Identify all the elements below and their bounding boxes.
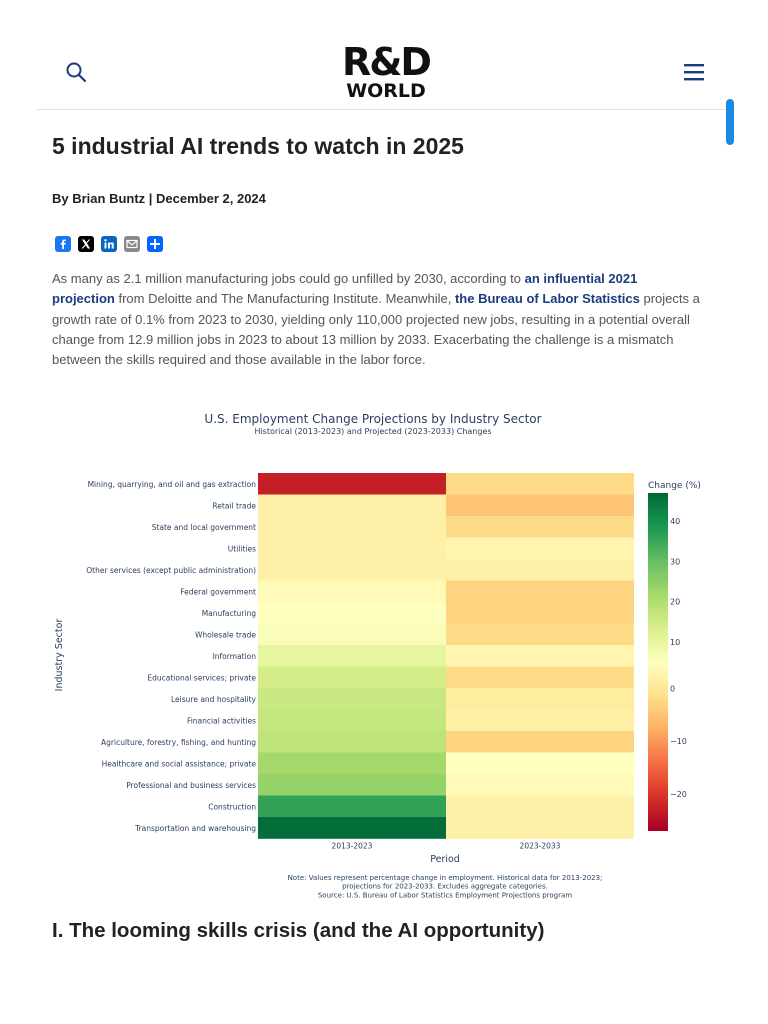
- heatmap-cell: [258, 688, 446, 710]
- article-byline: By Brian Buntz | December 2, 2024: [52, 191, 266, 206]
- column-label: 2023-2033: [520, 842, 561, 851]
- heatmap-cell: [258, 709, 446, 732]
- heatmap-cell: [258, 623, 446, 646]
- heatmap-cell: [258, 795, 446, 818]
- employment-heatmap-chart: U.S. Employment Change Projections by In…: [40, 395, 740, 905]
- column-label: 2013-2023: [332, 842, 373, 851]
- chart-note-line-1: Note: Values represent percentage change…: [288, 874, 603, 882]
- row-label: Construction: [208, 802, 256, 811]
- heatmap-cell: [446, 516, 634, 538]
- site-header: R&D WORLD: [36, 0, 732, 110]
- paragraph-text-1: As many as 2.1 million manufacturing job…: [52, 271, 525, 286]
- chart-note-line-2: projections for 2023-2033. Excludes aggr…: [342, 883, 548, 891]
- heatmap-cell: [258, 774, 446, 796]
- heatmap-cell: [446, 666, 634, 689]
- heatmap-cell: [446, 688, 634, 710]
- heatmap-cell: [446, 645, 634, 667]
- hamburger-menu-icon[interactable]: [682, 61, 706, 83]
- paragraph-text-3: projects a growth rate of 0.1% from 2023…: [52, 291, 700, 368]
- x-axis-title: Period: [430, 854, 460, 865]
- row-label: Leisure and hospitality: [171, 695, 257, 704]
- bls-link[interactable]: the Bureau of Labor Statistics: [454, 291, 640, 307]
- colorbar-gradient: [648, 493, 668, 831]
- site-logo[interactable]: R&D WORLD: [336, 42, 436, 104]
- scroll-indicator[interactable]: [726, 99, 734, 145]
- row-label: Wholesale trade: [195, 630, 256, 639]
- intro-paragraph: As many as 2.1 million manufacturing job…: [52, 269, 702, 370]
- row-label: Utilities: [228, 544, 256, 553]
- colorbar-tick-label: 30: [670, 557, 680, 566]
- share-bar: [55, 236, 163, 252]
- heatmap-cell: [446, 817, 634, 839]
- row-labels: Mining, quarrying, and oil and gas extra…: [86, 480, 256, 833]
- chart-note-line-3: Source: U.S. Bureau of Labor Statistics …: [318, 892, 572, 900]
- y-axis-title: Industry Sector: [54, 619, 65, 692]
- deloitte-projection-link[interactable]: an influential 2021 projection: [52, 271, 638, 307]
- share-icon[interactable]: [147, 236, 163, 252]
- heatmap-svg: U.S. Employment Change Projections by In…: [54, 412, 701, 900]
- heatmap-cell: [446, 623, 634, 646]
- colorbar-tick-label: 10: [670, 638, 680, 647]
- heatmap-cell: [258, 731, 446, 753]
- heatmap-cell: [258, 516, 446, 538]
- row-label: Information: [213, 652, 257, 661]
- heatmap-cell: [446, 752, 634, 775]
- section-heading: I. The looming skills crisis (and the AI…: [52, 919, 545, 942]
- colorbar-title: Change (%): [648, 481, 701, 491]
- row-label: Manufacturing: [202, 609, 257, 618]
- colorbar-tick-label: 0: [670, 684, 675, 693]
- heatmap-cell: [446, 580, 634, 603]
- chart-subtitle: Historical (2013-2023) and Projected (20…: [254, 427, 491, 436]
- row-label: Federal government: [180, 587, 256, 596]
- colorbar-tick-label: 40: [670, 517, 680, 526]
- paragraph-text-2: from Deloitte and The Manufacturing Inst…: [114, 291, 455, 307]
- heatmap-cell: [446, 774, 634, 796]
- row-label: Other services (except public administra…: [86, 566, 256, 575]
- heatmap-cell: [446, 795, 634, 818]
- heatmap-cell: [446, 559, 634, 581]
- row-label: Healthcare and social assistance; privat…: [102, 759, 257, 768]
- facebook-icon[interactable]: [55, 236, 71, 252]
- row-label: Retail trade: [212, 501, 256, 510]
- x-icon[interactable]: [78, 236, 94, 252]
- row-label: Professional and business services: [126, 781, 256, 790]
- row-label: Mining, quarrying, and oil and gas extra…: [88, 480, 257, 489]
- heatmap-cell: [258, 602, 446, 624]
- row-label: Transportation and warehousing: [134, 824, 256, 833]
- linkedin-icon[interactable]: [101, 236, 117, 252]
- row-label: Financial activities: [187, 716, 256, 725]
- heatmap-cell: [258, 473, 446, 495]
- colorbar: Change (%) 40 30 20 10 0 −10 −20: [648, 481, 701, 831]
- heatmap-cell: [446, 537, 634, 560]
- heatmap-cell: [446, 709, 634, 732]
- article-title: 5 industrial AI trends to watch in 2025: [52, 133, 464, 159]
- logo-bottom-text: WORLD: [346, 80, 426, 102]
- colorbar-tick-label: 20: [670, 598, 680, 607]
- row-label: Educational services; private: [147, 673, 256, 682]
- logo-top-text: R&D: [342, 40, 432, 84]
- heatmap-cell: [258, 752, 446, 775]
- heatmap-cell: [446, 473, 634, 495]
- column-labels: 2013-2023 2023-2033: [332, 842, 561, 851]
- heatmap-cell: [446, 731, 634, 753]
- heatmap-cell: [258, 666, 446, 689]
- heatmap-cell: [446, 494, 634, 517]
- heatmap-cell: [258, 580, 446, 603]
- heatmap-cell: [258, 645, 446, 667]
- colorbar-tick-label: −10: [670, 737, 687, 746]
- colorbar-tick-label: −20: [670, 790, 687, 799]
- search-icon[interactable]: [64, 60, 88, 84]
- heatmap-cell: [258, 559, 446, 581]
- heatmap-cell: [258, 494, 446, 517]
- colorbar-ticks: 40 30 20 10 0 −10 −20: [670, 517, 687, 799]
- email-icon[interactable]: [124, 236, 140, 252]
- heatmap-cell: [258, 817, 446, 839]
- chart-title: U.S. Employment Change Projections by In…: [204, 412, 541, 426]
- heatmap-cell: [258, 537, 446, 560]
- row-label: State and local government: [152, 523, 256, 532]
- heatmap-cells: [258, 473, 634, 839]
- row-label: Agriculture, forestry, fishing, and hunt…: [101, 738, 256, 747]
- heatmap-cell: [446, 602, 634, 624]
